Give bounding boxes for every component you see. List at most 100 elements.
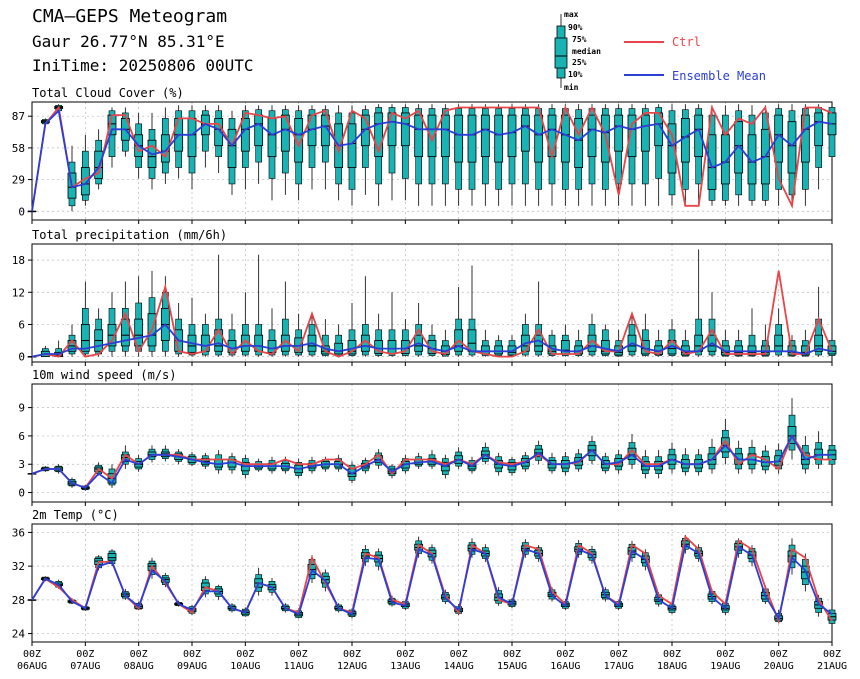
box-0: [27, 473, 37, 475]
box-inner: [694, 114, 704, 158]
box-59: [814, 104, 824, 190]
box-inner: [814, 112, 824, 147]
x-tick-label-time: 00Z: [556, 649, 574, 660]
x-tick-label-time: 00Z: [450, 649, 468, 660]
box-12: [187, 297, 197, 357]
box-9: [147, 445, 157, 463]
y-tick-label: 0: [18, 205, 25, 218]
panel-2: Total precipitation (mm/6h) 0 6 12 18: [12, 228, 837, 366]
x-tick-label-time: 00Z: [503, 649, 521, 660]
box-41: [574, 329, 584, 357]
box-35: [494, 335, 504, 357]
panel-1: Total Cloud Cover (%) 0 29 58 87: [12, 86, 837, 224]
box-36: [507, 335, 517, 357]
box-inner: [747, 134, 757, 185]
x-tick-label-time: 00Z: [236, 649, 254, 660]
y-tick-label: 6: [18, 318, 25, 331]
box-32: [454, 104, 464, 206]
box-inner: [107, 553, 117, 561]
x-tick-label-time: 00Z: [130, 649, 148, 660]
box-7: [120, 445, 130, 469]
y-tick-label: 9: [18, 402, 25, 415]
legend-box-label: median: [572, 46, 601, 56]
x-tick-label-time: 00Z: [23, 649, 41, 660]
ensemble-mean-line: [31, 543, 833, 621]
box-inner: [294, 117, 304, 163]
box-58: [800, 104, 810, 206]
box-29: [414, 452, 424, 469]
box-48: [667, 104, 677, 206]
box-15: [227, 110, 237, 195]
box-30: [427, 104, 437, 206]
box-48: [667, 442, 677, 474]
x-tick-label-time: 00Z: [343, 649, 361, 660]
x-tick-label-date: 11AUG: [284, 661, 314, 672]
box-31: [440, 104, 450, 206]
legend-box-label: 25%: [572, 58, 587, 67]
x-tick-label-date: 07AUG: [70, 661, 100, 672]
box-inner: [160, 134, 170, 163]
y-tick-label: 0: [18, 351, 25, 364]
box-inner: [440, 114, 450, 158]
box-57: [787, 398, 797, 460]
box-inner: [254, 114, 264, 147]
legend-box-label: 10%: [568, 70, 583, 79]
legend-box-label: 75%: [572, 35, 587, 44]
box-37: [520, 104, 530, 206]
ctrl-line: [31, 104, 833, 212]
box-21: [307, 105, 317, 190]
ensemble-mean-line: [31, 108, 833, 212]
box-inner: [774, 334, 784, 352]
box-22: [320, 105, 330, 190]
box-17: [254, 458, 264, 472]
x-tick-label-time: 00Z: [663, 649, 681, 660]
init-time-label: IniTime: 20250806 00UTC: [32, 56, 254, 75]
box-52: [720, 105, 730, 206]
box-43: [600, 104, 610, 206]
box-19: [280, 105, 290, 195]
box-inner: [587, 114, 597, 158]
box-45: [627, 104, 637, 206]
box-inner: [427, 114, 437, 158]
panel-title: 2m Temp (°C): [32, 508, 119, 522]
box-51: [707, 105, 717, 206]
panel-3: 10m wind speed (m/s) 0 3 6 9: [18, 368, 837, 506]
x-tick-label-time: 00Z: [183, 649, 201, 660]
box-6: [107, 292, 117, 357]
box-inner: [667, 123, 677, 174]
box-33: [467, 265, 477, 357]
legend-box-label: 90%: [568, 23, 583, 32]
box-50: [694, 104, 704, 206]
location-label: Gaur 26.77°N 85.31°E: [32, 32, 225, 51]
page-title: CMA—GEPS Meteogram: [32, 6, 228, 27]
box-inner: [520, 114, 530, 152]
x-tick-label-time: 00Z: [396, 649, 414, 660]
box-inner: [507, 114, 517, 158]
x-tick-label-date: 18AUG: [657, 661, 687, 672]
box-inner: [227, 128, 237, 168]
x-tick-label-date: 20AUG: [764, 661, 794, 672]
x-tick-label-date: 19AUG: [710, 661, 740, 672]
box-inner: [494, 345, 504, 355]
box-inner: [734, 121, 744, 174]
box-20: [294, 105, 304, 201]
box-27: [387, 292, 397, 357]
box-10: [160, 445, 170, 462]
box-inner: [814, 334, 824, 352]
box-41: [574, 104, 584, 206]
box-9: [147, 270, 157, 357]
x-tick-label-date: 10AUG: [230, 661, 260, 672]
x-tick-label-date: 06AUG: [17, 661, 47, 672]
x-tick-label-time: 00Z: [770, 649, 788, 660]
box-inner: [574, 117, 584, 168]
legend-mean-label: Ensemble Mean: [672, 69, 766, 83]
box-inner: [627, 114, 637, 158]
box-54: [747, 308, 757, 357]
y-tick-label: 18: [12, 254, 25, 267]
box-inner: [467, 114, 477, 163]
panel-title: Total precipitation (mm/6h): [32, 228, 227, 242]
box-inner: [640, 114, 650, 152]
panel-4: 2m Temp (°C) 24 28 32 36: [12, 508, 837, 646]
box-29: [414, 104, 424, 206]
y-tick-label: 12: [12, 286, 25, 299]
